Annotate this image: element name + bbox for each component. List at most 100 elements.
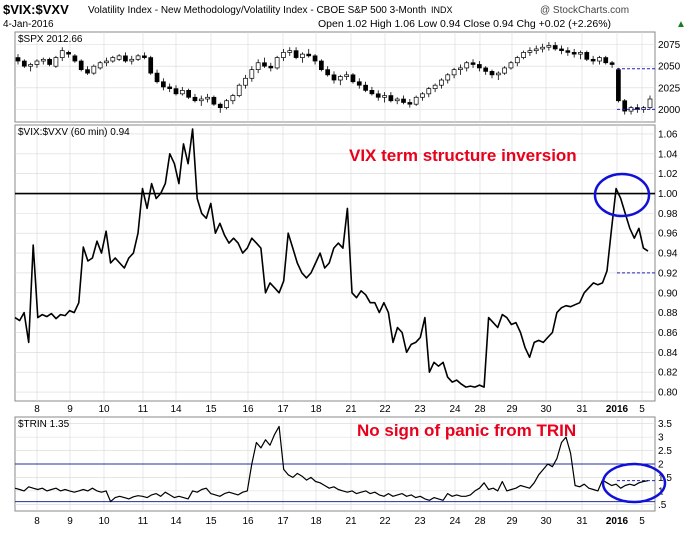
y-tick-label: 0.94 <box>658 249 678 260</box>
y-tick-label: 0.86 <box>658 328 678 339</box>
y-tick-label: 0.98 <box>658 209 678 220</box>
candle-body <box>508 62 514 69</box>
x-tick-label: 21 <box>345 516 357 527</box>
candle-body <box>179 90 185 95</box>
candle-body <box>319 60 324 71</box>
spx-candles <box>15 42 655 115</box>
candle-body <box>533 48 539 52</box>
candle-body <box>584 52 590 60</box>
y-tick-label: 2 <box>658 460 664 471</box>
candle-body <box>597 57 602 62</box>
candle-body <box>161 81 166 88</box>
x-tick-label: 10 <box>98 516 110 527</box>
x-tick-label: 2016 <box>606 516 629 527</box>
candle-body <box>578 52 583 55</box>
x-tick-label: 28 <box>474 516 486 527</box>
x-tick-label: 18 <box>310 516 322 527</box>
x-tick-label: 11 <box>138 516 149 527</box>
spx-legend: $SPX 2012.66 <box>18 34 83 45</box>
candle-body <box>439 79 444 86</box>
inversion-highlight-circle <box>593 172 651 218</box>
candle-body <box>40 58 46 62</box>
candle-body <box>356 81 362 86</box>
x-tick-label: 11 <box>138 404 149 415</box>
header-ohlc: Open 1.02 High 1.06 Low 0.94 Close 0.94 … <box>318 18 611 30</box>
x-tick-label: 28 <box>474 404 486 415</box>
spx-panel-frame <box>14 31 656 123</box>
x-tick-label: 14 <box>170 404 182 415</box>
x-tick-label: 30 <box>540 516 552 527</box>
x-tick-label: 21 <box>345 404 357 415</box>
x-tick-label: 5 <box>639 516 645 527</box>
y-tick-label: .5 <box>658 500 667 511</box>
candle-body <box>426 88 432 95</box>
candle-body <box>211 96 217 105</box>
candle-body <box>66 52 71 55</box>
candle-body <box>53 57 59 67</box>
candle-body <box>59 50 65 58</box>
candle-body <box>609 62 615 65</box>
candle-body <box>306 53 312 57</box>
candle-body <box>603 57 609 64</box>
candle-body <box>388 95 394 102</box>
trin-legend: $TRIN 1.35 <box>18 419 70 430</box>
x-tick-label: 23 <box>414 404 426 415</box>
x-tick-label: 14 <box>170 516 182 527</box>
candle-body <box>274 57 280 69</box>
candle-body <box>502 67 507 74</box>
candle-body <box>382 95 387 98</box>
trin-series <box>14 425 655 503</box>
x-tick-label: 16 <box>242 404 254 415</box>
y-tick-label: 0.96 <box>658 229 678 240</box>
candle-body <box>495 72 501 76</box>
candle-body <box>154 72 160 83</box>
trin-line <box>14 425 649 503</box>
candle-body <box>489 71 495 76</box>
candle-body <box>21 60 27 67</box>
candle-body <box>470 62 476 65</box>
y-tick-label: 1.02 <box>658 169 678 180</box>
candle-body <box>198 98 204 102</box>
candle-body <box>243 77 248 86</box>
x-tick-label: 31 <box>576 516 588 527</box>
y-tick-label: 2000 <box>658 105 681 116</box>
y-tick-label: 1.06 <box>658 129 678 140</box>
y-tick-label: 2.5 <box>658 446 672 457</box>
x-tick-label: 8 <box>34 516 40 527</box>
candle-body <box>527 50 533 53</box>
candle-body <box>110 57 116 62</box>
y-tick-label: 0.88 <box>658 308 678 319</box>
header-symbol: $VIX:$VXV <box>3 2 69 17</box>
ratio-series <box>14 128 655 388</box>
y-tick-label: 3 <box>658 433 664 444</box>
candle-body <box>142 55 147 58</box>
x-tick-label: 17 <box>277 516 289 527</box>
candle-body <box>78 60 84 71</box>
candle-body <box>622 100 628 112</box>
x-tick-label: 18 <box>310 404 322 415</box>
candle-body <box>540 46 545 50</box>
candle-body <box>369 90 375 95</box>
x-tick-label: 29 <box>506 516 518 527</box>
candle-body <box>559 48 564 52</box>
candle-body <box>325 69 331 76</box>
y-tick-label: 0.80 <box>658 388 678 399</box>
y-tick-label: 0.92 <box>658 268 678 279</box>
x-tick-label: 16 <box>242 516 254 527</box>
candle-body <box>217 103 223 108</box>
candle-body <box>192 96 198 102</box>
y-tick-label: 1.00 <box>658 189 678 200</box>
candle-body <box>173 88 179 95</box>
candle-body <box>186 90 191 98</box>
candle-body <box>521 52 526 58</box>
y-tick-label: 0.84 <box>658 348 678 359</box>
candle-body <box>287 50 293 53</box>
candle-body <box>230 95 236 102</box>
y-tick-label: 2075 <box>658 40 681 51</box>
candle-body <box>464 62 470 69</box>
candle-body <box>483 67 489 72</box>
candle-body <box>344 74 349 77</box>
candle-body <box>375 93 381 98</box>
candle-body <box>363 84 368 91</box>
candle-body <box>34 60 40 65</box>
